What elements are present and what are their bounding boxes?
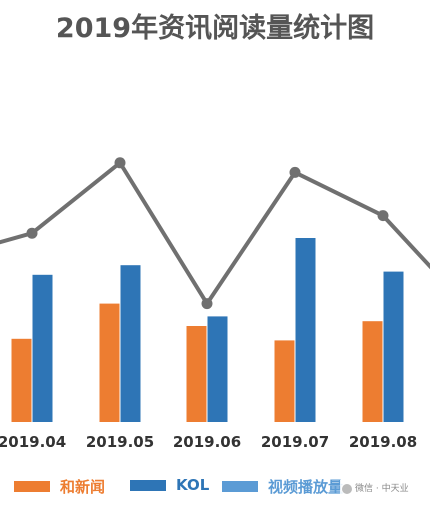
watermark-text: 微信 · 中天业	[355, 484, 409, 494]
line-point-2019.05	[114, 157, 126, 169]
x-tick-label: 2019.04	[0, 433, 66, 451]
category-axis: 2019.04 2019.05 2019.06 2019.07 2019.08	[0, 433, 417, 451]
bar-hexinwen-2019.04	[11, 338, 32, 422]
legend-item-kol: KOL	[130, 476, 209, 494]
legend-label-kol: KOL	[176, 476, 210, 494]
bar-hexinwen-2019.07	[274, 340, 295, 422]
legend-swatch-kol	[130, 479, 166, 491]
line-point-2019.04	[26, 227, 38, 239]
legend-label-video: 视频播放量	[268, 478, 344, 496]
watermark: 微信 · 中天业	[340, 480, 411, 495]
legend-swatch-hexinwen	[14, 481, 50, 492]
bar-hexinwen-2019.08	[362, 321, 383, 422]
x-tick-label: 2019.08	[349, 433, 417, 451]
bar-layer	[11, 238, 404, 422]
bar-kol-2019.08	[383, 271, 404, 422]
bar-kol-2019.04	[32, 274, 53, 422]
legend: 和新闻 KOL 视频播放量	[0, 476, 430, 502]
legend-label-hexinwen: 和新闻	[60, 478, 106, 496]
bar-kol-2019.05	[120, 265, 141, 422]
chart-title: 2019年资讯阅读量统计图	[55, 13, 375, 44]
legend-item-hexinwen: 和新闻	[14, 476, 105, 497]
line-point-2019.06	[201, 298, 213, 310]
line-series-video	[0, 160, 430, 306]
legend-item-video: 视频播放量	[222, 476, 343, 497]
bar-kol-2019.06	[207, 316, 228, 422]
bar-kol-2019.07	[295, 238, 316, 422]
legend-swatch-video	[222, 481, 258, 492]
x-tick-label: 2019.07	[261, 433, 329, 451]
bar-hexinwen-2019.05	[99, 303, 120, 422]
line-point-2019.08	[377, 210, 389, 222]
bar-hexinwen-2019.06	[186, 326, 207, 422]
x-tick-label: 2019.05	[86, 433, 154, 451]
wechat-icon	[342, 483, 352, 494]
line-layer	[0, 157, 430, 310]
line-point-2019.07	[289, 166, 301, 178]
x-tick-label: 2019.06	[173, 433, 241, 451]
